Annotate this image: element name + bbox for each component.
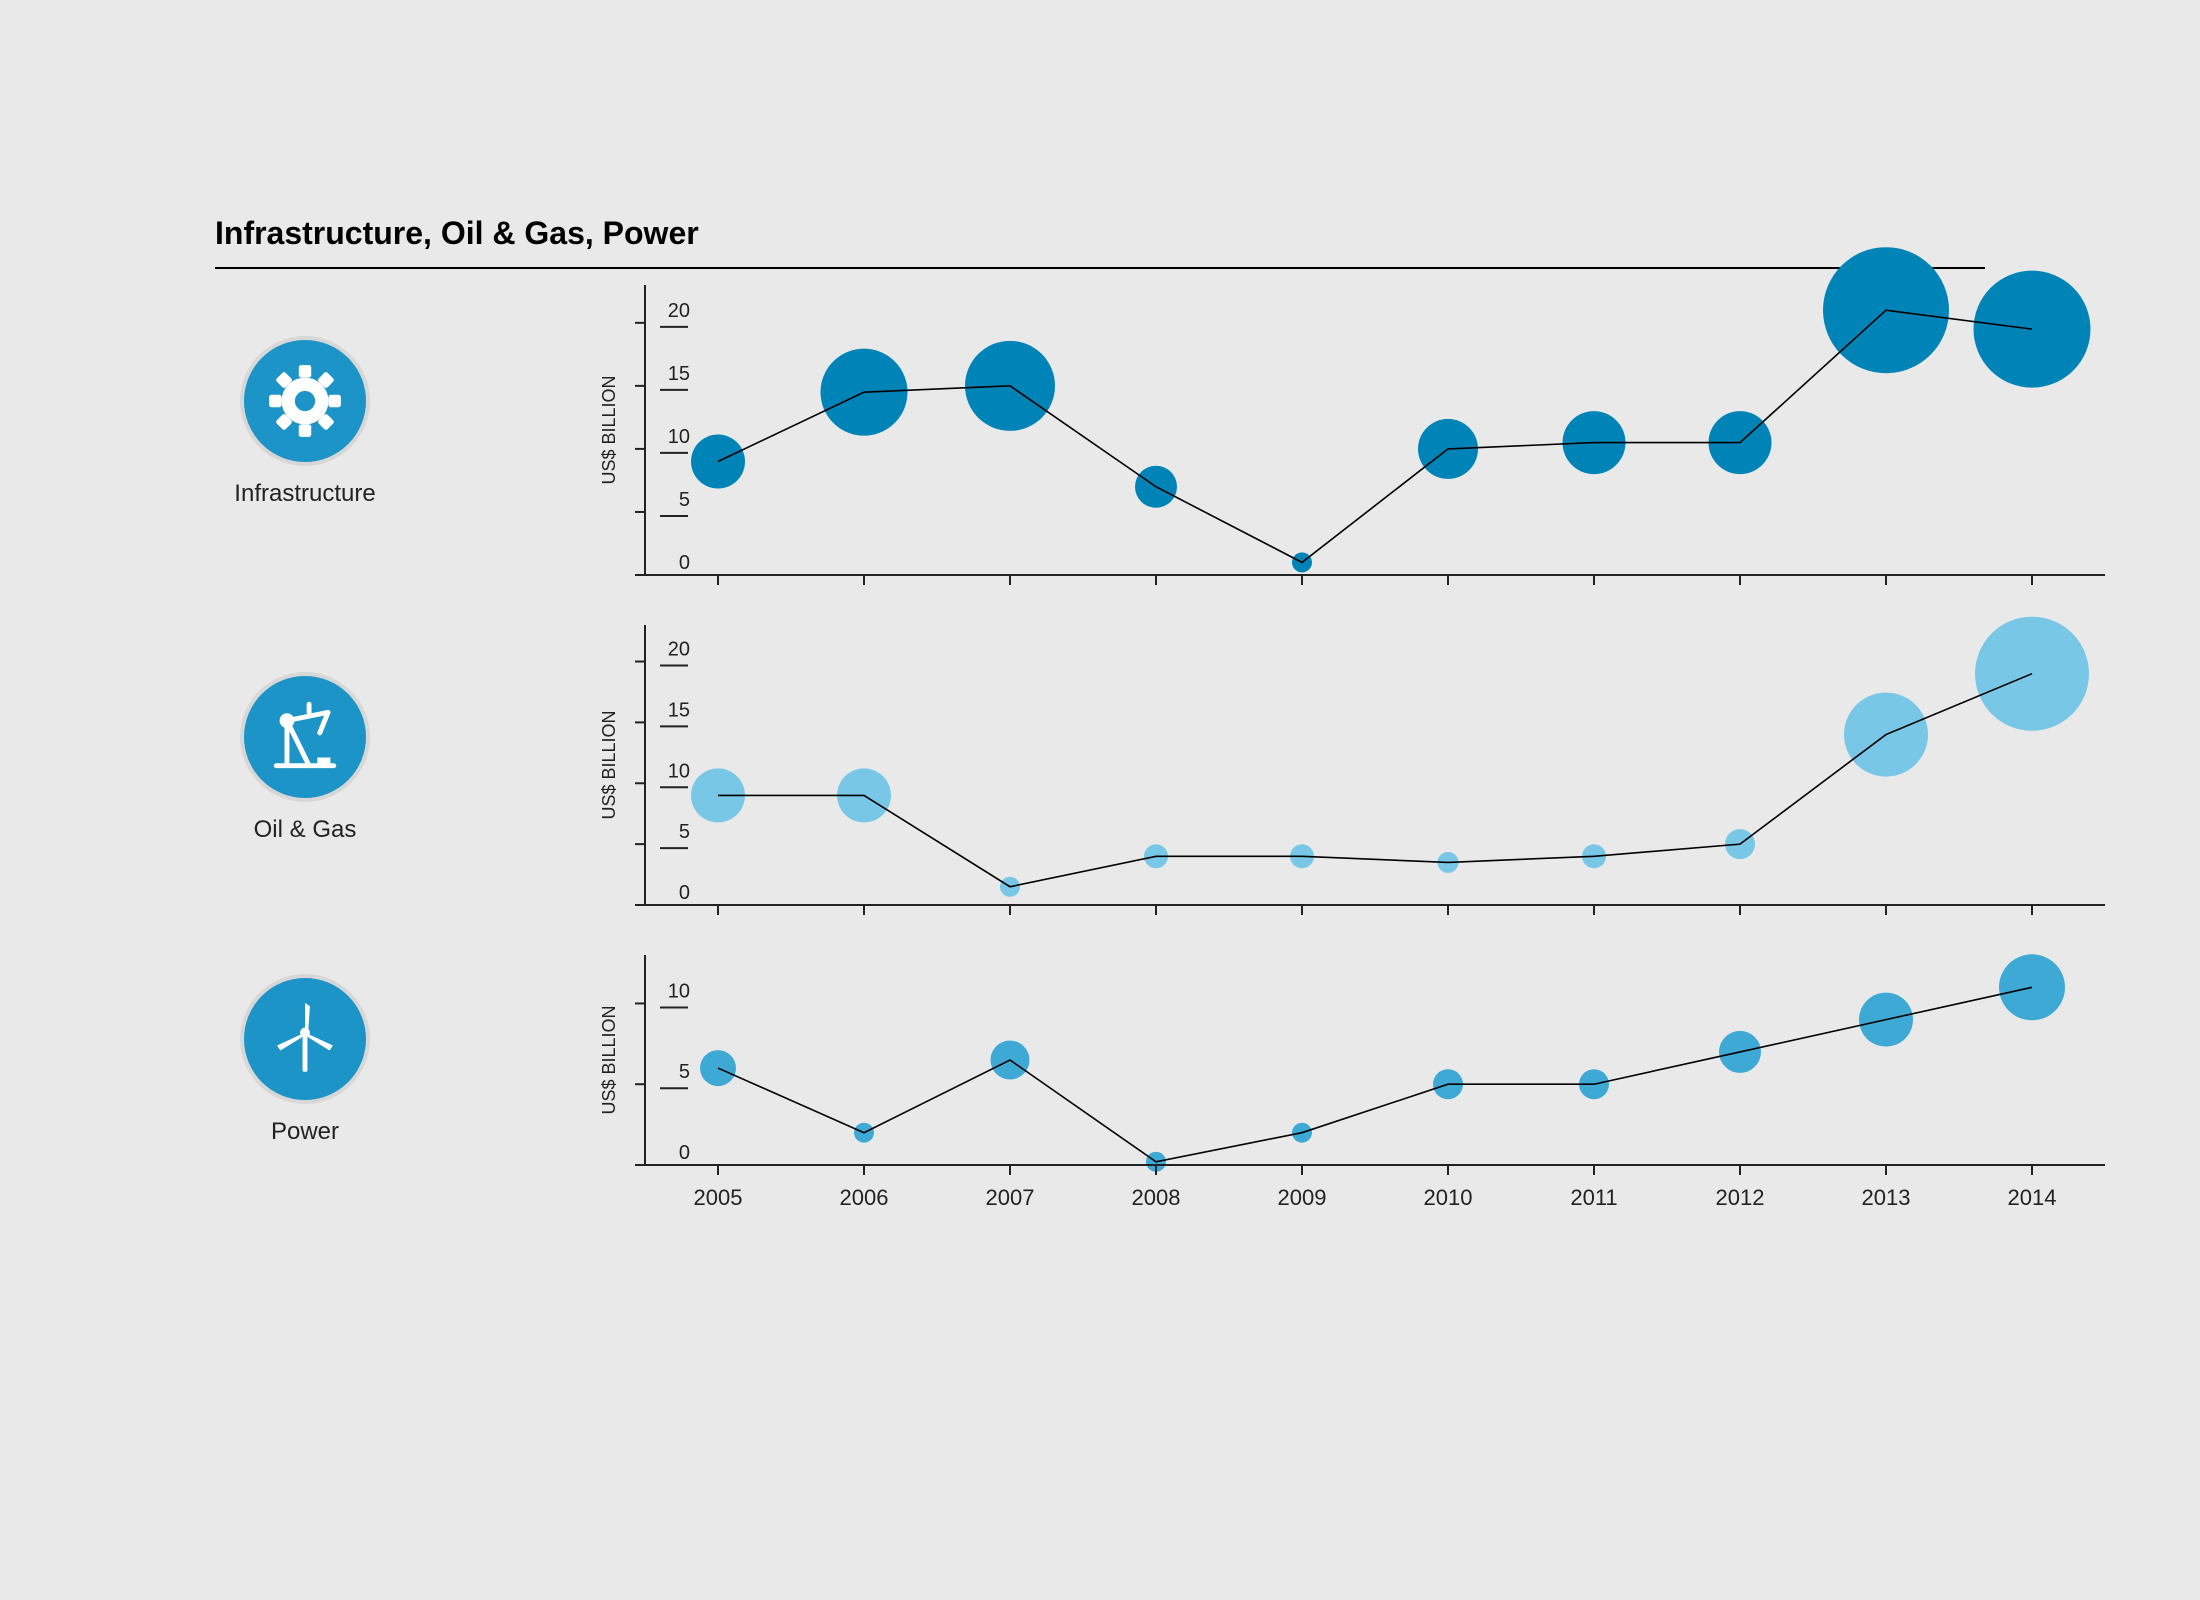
y-axis-label: US$ BILLION	[599, 710, 619, 819]
x-tick-label: 2013	[1862, 1185, 1911, 1210]
y-tick-label: 0	[679, 1142, 690, 1164]
infrastructure-line	[718, 310, 2032, 562]
y-tick-label: 10	[668, 980, 690, 1002]
y-axis-label: US$ BILLION	[599, 1005, 619, 1114]
oilgas-chart: 0 5 10 15 20 US$ BILLION	[215, 585, 1985, 965]
chart-panels: Infrastructure05101520US$ BILLION Oil & …	[215, 215, 1985, 1375]
x-tick-label: 2010	[1424, 1185, 1473, 1210]
y-tick-label: 20	[668, 639, 690, 661]
y-tick-label: 5	[679, 821, 690, 843]
y-tick-label: 10	[668, 426, 690, 448]
y-tick-label: 0	[679, 552, 690, 574]
power-bubble	[700, 1050, 736, 1086]
y-tick-label: 10	[668, 760, 690, 782]
power-line	[718, 987, 2032, 1161]
y-tick-label: 5	[679, 1061, 690, 1083]
x-tick-label: 2008	[1132, 1185, 1181, 1210]
y-tick-label: 15	[668, 699, 690, 721]
oilgas-line	[718, 674, 2032, 887]
x-tick-label: 2012	[1716, 1185, 1765, 1210]
y-tick-label: 0	[679, 882, 690, 904]
x-tick-label: 2006	[840, 1185, 889, 1210]
page-root: Infrastructure, Oil & Gas, Power Infrast…	[0, 0, 2200, 1600]
content-area: Infrastructure, Oil & Gas, Power Infrast…	[215, 215, 1985, 1375]
y-axis-label: US$ BILLION	[599, 375, 619, 484]
x-tick-label: 2009	[1278, 1185, 1327, 1210]
x-tick-label: 2011	[1570, 1185, 1617, 1210]
y-tick-label: 5	[679, 489, 690, 511]
y-tick-label: 20	[668, 300, 690, 322]
y-tick-label: 15	[668, 363, 690, 385]
infrastructure-chart: 0 5 10 15 20 US$ BILLION	[215, 245, 1985, 635]
x-tick-label: 2007	[986, 1185, 1035, 1210]
x-tick-label: 2005	[694, 1185, 743, 1210]
power-bubble	[1999, 954, 2065, 1020]
power-chart: 0 5 10 US$ BILLION 2005 2006 2007 2008 2009 2010 2…	[215, 915, 1985, 1265]
x-tick-label: 2014	[2008, 1185, 2057, 1210]
